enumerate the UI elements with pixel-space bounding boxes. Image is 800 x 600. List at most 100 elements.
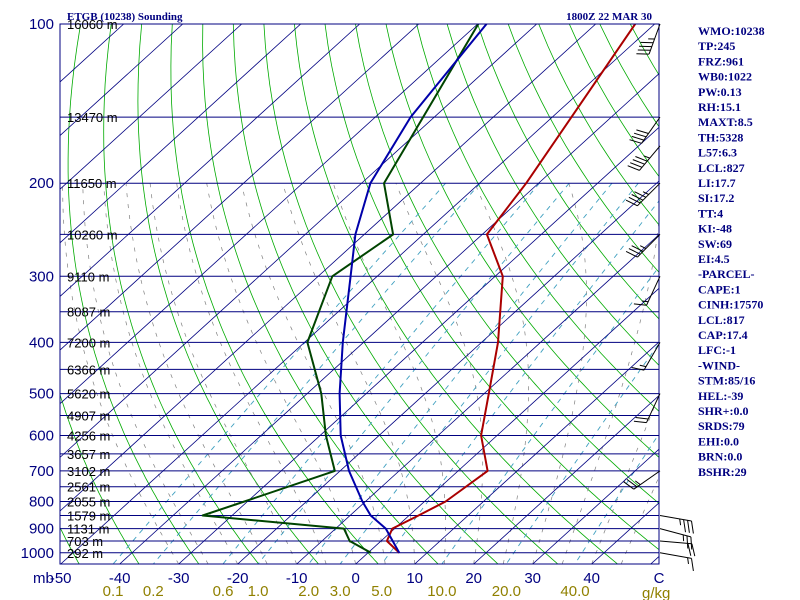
pressure-tick-label: 200 (29, 175, 54, 192)
isotherm-line (60, 24, 242, 190)
height-label: 9110 m (67, 269, 109, 284)
wind-barb (625, 182, 661, 207)
index-item: LI:17.7 (698, 176, 736, 190)
moist-adiabat-line (620, 476, 659, 564)
index-item: -PARCEL- (698, 267, 754, 281)
index-item: HEL:-39 (698, 389, 743, 403)
isotherm-line (414, 341, 659, 564)
dry-adiabat-line (263, 24, 559, 564)
index-item: CINH:17570 (698, 298, 763, 312)
temperature-tick-label: 20 (465, 570, 482, 587)
mixing-ratio-line (381, 200, 659, 564)
moist-adiabat-line (395, 183, 484, 564)
isotherm-line (532, 448, 659, 564)
wind-barb (633, 276, 661, 306)
moist-adiabat-line (82, 183, 209, 564)
mixing-ratio-line (257, 182, 570, 564)
isotherm-line (60, 24, 419, 351)
pressure-tick-label: 500 (29, 386, 54, 403)
height-label: 8087 m (67, 305, 110, 320)
mixing-ratio-label: 0.1 (103, 583, 124, 600)
dry-adiabat-line (783, 24, 800, 564)
mixing-ratio-line (152, 182, 481, 564)
moist-adiabat-line (62, 183, 180, 564)
wind-barb (623, 470, 661, 490)
pressure-unit-label: mb (33, 570, 54, 587)
dry-adiabat-line (477, 24, 659, 320)
moist-adiabat-line (149, 183, 298, 564)
index-item: RH:15.1 (698, 100, 741, 114)
dry-adiabat-line (137, 24, 319, 564)
wind-barb (659, 552, 694, 571)
mixing-ratio-label: 40.0 (560, 583, 589, 600)
mixing-ratio-label: 20.0 (492, 583, 521, 600)
height-label: 1131 m (67, 522, 109, 537)
index-item: SRDS:79 (698, 419, 745, 433)
isotherm-line (237, 180, 659, 564)
mixing-ratio-label: 0.6 (213, 583, 234, 600)
temperature-line (385, 24, 637, 554)
index-item: BRN:0.0 (698, 450, 742, 464)
moist-adiabat-line (103, 183, 239, 564)
mixing-ratio-label: 3.0 (330, 583, 351, 600)
height-label: 11650 m (67, 176, 117, 191)
index-item: LFC:-1 (698, 343, 736, 357)
isotherm-line (60, 24, 360, 297)
index-item: TH:5328 (698, 130, 743, 144)
sounding-profiles (201, 24, 637, 554)
parcel-line (338, 24, 488, 554)
dry-adiabat-line (568, 24, 659, 178)
isotherm-line (60, 24, 596, 512)
wind-barbs (623, 23, 696, 571)
temperature-tick-label: -30 (168, 570, 190, 587)
index-item: L57:6.3 (698, 146, 737, 160)
height-label: 6366 m (67, 362, 110, 377)
pressure-tick-label: 700 (29, 463, 54, 480)
height-label: 703 m (67, 534, 103, 549)
moist-adiabat-line (206, 183, 357, 564)
height-label: 16060 m (67, 17, 118, 32)
index-item: LCL:827 (698, 161, 745, 175)
isotherm-line (60, 24, 478, 405)
dry-adiabat-line (507, 24, 659, 273)
index-item: CAPE:1 (698, 282, 741, 296)
chart-title-right: 1800Z 22 MAR 30 (566, 11, 652, 23)
pressure-tick-label: 800 (29, 494, 54, 511)
dry-adiabat-line (202, 24, 439, 564)
pressure-tick-label: 100 (29, 16, 54, 33)
index-item: KI:-48 (698, 222, 732, 236)
moist-adiabat-line (125, 183, 268, 564)
mixing-ratio-label: 1.0 (248, 583, 269, 600)
moist-adiabat-line (591, 393, 659, 564)
index-item: EI:4.5 (698, 252, 730, 266)
height-label: 2561 m (67, 480, 110, 495)
index-item: TT:4 (698, 206, 723, 220)
index-item: BSHR:29 (698, 465, 747, 479)
isotherm-line (296, 234, 659, 564)
mixing-ratio-label: 10.0 (427, 583, 456, 600)
temperature-tick-label: 10 (406, 570, 423, 587)
moist-adiabat-line (241, 183, 386, 564)
mixing-ratio-line (441, 266, 659, 564)
isotherm-line (60, 24, 655, 564)
height-label: 3102 m (67, 464, 110, 479)
temperature-tick-label: -20 (227, 570, 249, 587)
index-item: CAP:17.4 (698, 328, 748, 342)
wind-barb (629, 116, 661, 144)
mixing-ratio-line (112, 182, 446, 564)
index-item: FRZ:961 (698, 54, 744, 68)
temperature-tick-label: -10 (286, 570, 308, 587)
isotherm-line (473, 395, 659, 564)
dry-adiabat-line (232, 24, 499, 564)
temperature-tick-label: 30 (524, 570, 541, 587)
dry-adiabat-line (294, 24, 618, 564)
mixing-ratio-label: 2.0 (298, 583, 319, 600)
dry-adiabat-line (355, 24, 659, 504)
index-item: -WIND- (698, 358, 740, 372)
height-label: 3657 m (67, 447, 110, 462)
dry-adiabat-line (324, 24, 659, 551)
temperature-tick-label: 0 (352, 570, 360, 587)
wind-barb (636, 23, 661, 55)
dry-adiabat-line (67, 24, 200, 564)
